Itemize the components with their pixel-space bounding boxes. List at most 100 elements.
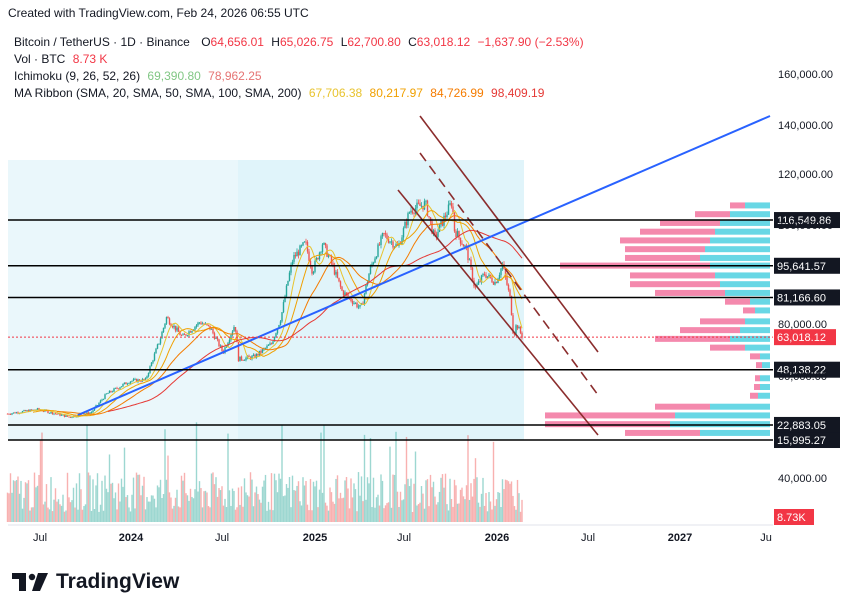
volume-bar	[471, 496, 474, 522]
brand-logo[interactable]: TradingView	[12, 570, 179, 594]
legend-ohlc-row[interactable]: Bitcoin / TetherUS · 1D · Binance O64,65…	[14, 34, 584, 51]
volume-bar	[308, 510, 310, 522]
volume-bar	[279, 478, 282, 522]
volume-profile-down-bar	[700, 318, 745, 325]
volume-bar	[245, 492, 247, 522]
candle-body	[297, 251, 300, 256]
candle-body	[470, 259, 472, 268]
volume-bar	[482, 477, 484, 522]
candle-body	[365, 284, 367, 294]
volume-bar	[198, 481, 201, 522]
volume-profile-up-bar	[745, 344, 770, 351]
candle-body	[221, 345, 223, 352]
candle-body	[140, 381, 142, 382]
volume-profile-down-bar	[625, 254, 700, 261]
level-price-label-bg	[774, 361, 840, 378]
symbol-label[interactable]: Bitcoin / TetherUS · 1D · Binance	[14, 35, 190, 49]
ichimoku-value-2: 78,962.25	[208, 69, 262, 83]
candle-body	[392, 241, 394, 248]
ichimoku-label[interactable]: Ichimoku (9, 26, 52, 26)	[14, 69, 141, 83]
volume-bar	[231, 488, 234, 522]
volume-bar	[359, 495, 361, 522]
volume-bar	[422, 493, 424, 522]
volume-bar	[54, 488, 57, 522]
candle-body	[98, 402, 100, 406]
candle-body	[66, 415, 69, 417]
volume-bar	[80, 489, 82, 522]
volume-bar	[227, 433, 229, 522]
volume-bar	[98, 511, 100, 522]
volume-bar	[159, 479, 162, 522]
volume-bar	[218, 488, 220, 522]
ma-ribbon-label[interactable]: MA Ribbon (SMA, 20, SMA, 50, SMA, 100, S…	[14, 86, 302, 100]
volume-bar	[168, 492, 171, 522]
legend-ichimoku-row[interactable]: Ichimoku (9, 26, 52, 26) 69,390.80 78,96…	[14, 68, 584, 85]
volume-bar	[68, 497, 70, 522]
candle-body	[17, 412, 19, 414]
legend-volume-row[interactable]: Vol · BTC 8.73 K	[14, 51, 584, 68]
volume-profile-up-bar	[670, 421, 770, 428]
volume-profile-up-bar	[745, 318, 770, 325]
candle-body	[176, 327, 178, 331]
volume-bar	[42, 504, 45, 522]
candle-body	[161, 331, 163, 339]
volume-bar	[161, 497, 163, 522]
candle-body	[318, 252, 321, 260]
candle-body	[182, 334, 184, 336]
x-axis-tick-label: 2025	[303, 532, 327, 544]
volume-bar	[122, 486, 124, 522]
candle-body	[188, 331, 190, 336]
volume-bar	[35, 487, 37, 522]
volume-bar	[249, 472, 252, 522]
volume-bar	[296, 485, 298, 522]
volume-bar	[200, 488, 202, 522]
candle-body	[266, 345, 268, 349]
volume-bar	[149, 501, 151, 522]
y-axis-tick-label: 120,000.00	[778, 169, 833, 181]
volume-bar	[294, 490, 297, 522]
volume-bar	[141, 485, 144, 522]
candle-body	[80, 414, 82, 416]
volume-bar	[390, 507, 393, 522]
volume-bar	[354, 489, 357, 522]
candle-body	[497, 278, 499, 284]
volume-bar	[167, 455, 169, 522]
candle-body	[330, 255, 333, 264]
volume-label[interactable]: Vol · BTC	[14, 52, 66, 66]
volume-profile-up-bar	[715, 228, 770, 235]
candle-body	[375, 256, 378, 259]
volume-profile-up-bar	[730, 335, 770, 342]
volume-bar	[395, 431, 397, 522]
volume-bar	[375, 497, 378, 522]
candle-body	[152, 360, 154, 363]
volume-bar	[150, 495, 153, 522]
moving-average-line	[17, 203, 523, 418]
volume-bar	[87, 472, 90, 522]
volume-bar	[266, 510, 268, 522]
level-price-label: 15,995.27	[777, 435, 826, 447]
candle-body	[450, 203, 453, 207]
candle-body	[309, 260, 312, 267]
volume-bar	[491, 509, 493, 522]
ichimoku-value-1: 69,390.80	[147, 69, 201, 83]
volume-bar	[137, 474, 139, 522]
volume-bar	[51, 511, 54, 522]
volume-bar	[503, 489, 505, 522]
volume-bar	[276, 492, 279, 522]
volume-bar	[320, 432, 322, 522]
candle-body	[212, 329, 214, 334]
candle-body	[11, 413, 13, 415]
volume-profile-down-bar	[640, 228, 715, 235]
volume-bar	[203, 491, 205, 522]
volume-bar	[23, 497, 25, 522]
volume-bar	[369, 438, 372, 522]
volume-bar	[96, 473, 99, 522]
volume-bar	[396, 491, 399, 522]
volume-bar	[41, 432, 43, 522]
candle-body	[8, 413, 10, 415]
volume-bar	[386, 503, 388, 522]
legend-ma-ribbon-row[interactable]: MA Ribbon (SMA, 20, SMA, 50, SMA, 100, S…	[14, 85, 584, 102]
volume-bar	[452, 506, 454, 522]
volume-bar	[125, 497, 127, 522]
